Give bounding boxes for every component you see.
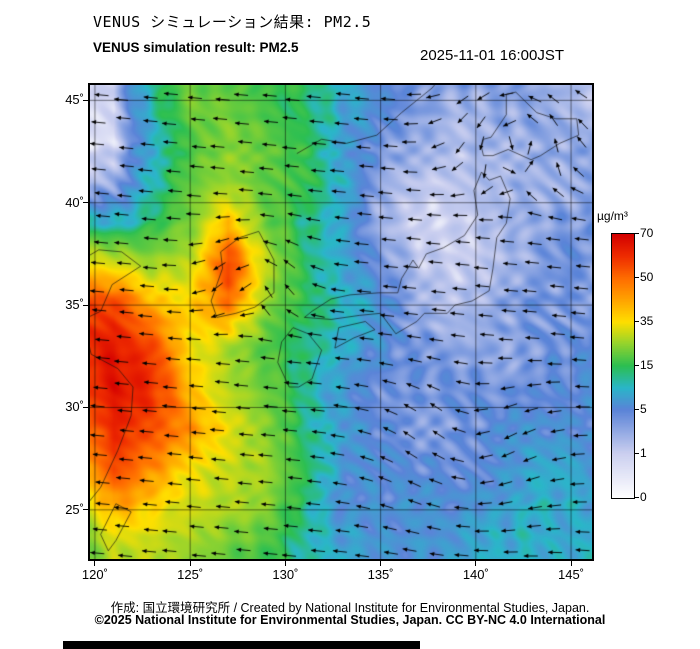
lat-tick-mark [83, 304, 88, 306]
lon-tick-mark [570, 561, 572, 566]
simulation-timestamp: 2025-11-01 16:00JST [420, 47, 564, 64]
lon-tick-label: 140˚ [462, 567, 489, 582]
colorbar-tick-label: 50 [640, 270, 654, 284]
colorbar-tick-mark [635, 320, 639, 322]
lat-tick-label: 40˚ [65, 194, 84, 210]
colorbar-tick-mark [635, 364, 639, 366]
license-line: ©2025 National Institute for Environment… [94, 613, 606, 627]
colorbar-tick-label: 35 [640, 314, 654, 328]
lat-tick-label: 30˚ [65, 399, 84, 415]
lon-tick-label: 130˚ [272, 567, 299, 582]
lon-tick-label: 125˚ [177, 567, 204, 582]
colorbar-gradient [612, 234, 634, 498]
colorbar-tick-label: 15 [640, 358, 654, 372]
colorbar [611, 233, 635, 499]
lon-tick-mark [380, 561, 382, 566]
lon-tick-mark [475, 561, 477, 566]
map-panel [88, 83, 594, 561]
page-title-japanese: VENUS シミュレーション結果: PM2.5 [93, 13, 372, 31]
lat-tick-label: 45˚ [65, 92, 84, 108]
bottom-black-bar [63, 641, 420, 649]
lat-tick-mark [83, 509, 88, 511]
lon-tick-mark [189, 561, 191, 566]
colorbar-tick-mark [635, 276, 639, 278]
lon-tick-mark [94, 561, 96, 566]
colorbar-tick-mark [635, 496, 639, 498]
lat-tick-label: 25˚ [65, 501, 84, 517]
page-title-english: VENUS simulation result: PM2.5 [93, 40, 299, 55]
lon-tick-label: 120˚ [81, 567, 108, 582]
colorbar-tick-mark [635, 452, 639, 454]
lat-tick-mark [83, 406, 88, 408]
colorbar-tick-label: 5 [640, 402, 647, 416]
colorbar-tick-label: 1 [640, 446, 647, 460]
lat-tick-label: 35˚ [65, 297, 84, 313]
colorbar-unit-label: µg/m³ [597, 209, 628, 223]
pm25-map-canvas [90, 85, 592, 559]
lat-tick-mark [83, 99, 88, 101]
colorbar-tick-label: 0 [640, 490, 647, 504]
colorbar-tick-mark [635, 408, 639, 410]
lon-tick-label: 145˚ [558, 567, 585, 582]
colorbar-tick-mark [635, 232, 639, 234]
credit-line: 作成: 国立環境研究所 / Created by National Instit… [110, 601, 590, 615]
lon-tick-mark [284, 561, 286, 566]
lat-tick-mark [83, 202, 88, 204]
lon-tick-label: 135˚ [367, 567, 394, 582]
colorbar-tick-label: 70 [640, 226, 654, 240]
